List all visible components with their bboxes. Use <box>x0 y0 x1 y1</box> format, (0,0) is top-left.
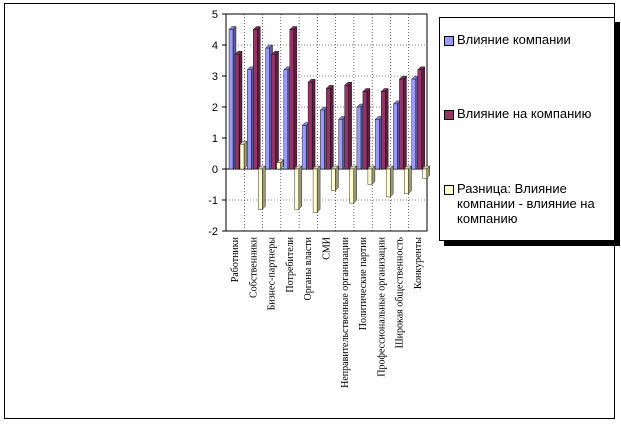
bar <box>356 106 362 170</box>
legend-item-series-2: Влияние на компанию <box>444 106 612 121</box>
y-tick-label: 2 <box>212 102 218 114</box>
bar-side <box>311 78 316 170</box>
bar <box>362 91 368 170</box>
bar <box>417 69 422 170</box>
bar-side <box>262 165 266 210</box>
y-tick-label: -2 <box>208 226 218 238</box>
bar <box>289 29 295 170</box>
bar-side <box>403 75 407 170</box>
chart-plot: -2 -1 0 1 2 3 4 5 Работники Собственники Бизнес-па… <box>208 9 431 388</box>
bar <box>247 69 252 170</box>
bar-side <box>421 66 425 170</box>
bar-side <box>389 165 394 198</box>
bar-side <box>384 88 389 170</box>
bar <box>265 47 270 170</box>
legend-item-series-1: Влияние компании <box>444 32 612 47</box>
bar <box>344 85 349 170</box>
x-tick-label: СМИ <box>322 237 333 260</box>
bar <box>331 168 336 191</box>
x-tick-label: Политические партии <box>358 236 369 330</box>
bar <box>374 119 380 170</box>
bar <box>294 168 300 210</box>
legend-swatch-series-2 <box>444 110 454 120</box>
bar-side <box>316 165 321 213</box>
x-tick-label: Неправительственные организации <box>340 236 351 387</box>
x-tick-label: Органы власти <box>303 236 314 300</box>
legend-label-series-2: Влияние на компанию <box>457 106 592 121</box>
bar-side <box>275 50 279 170</box>
bar <box>338 119 343 170</box>
bar <box>422 168 427 179</box>
x-tick-label: Профессиональные организации <box>376 236 387 376</box>
x-tick-label: Собственники <box>248 236 259 298</box>
y-tick-label: 4 <box>212 40 218 52</box>
legend-label-series-1: Влияние компании <box>457 32 571 47</box>
bar <box>253 29 258 170</box>
bar-side <box>293 26 298 170</box>
legend-label-series-3: Разница: Влияние компании - влияние на к… <box>457 181 595 226</box>
bar <box>258 168 263 210</box>
legend-item-series-3: Разница: Влияние компании - влияние на к… <box>444 181 612 226</box>
bar <box>307 81 313 170</box>
x-tick-label: Работники <box>230 236 241 282</box>
y-tick-label: 1 <box>212 133 218 145</box>
y-tick-label: 0 <box>212 164 218 176</box>
bar <box>312 168 318 213</box>
bar <box>271 54 276 170</box>
bar <box>367 168 373 185</box>
bar <box>399 78 404 170</box>
bar <box>239 143 245 170</box>
bar <box>393 103 398 170</box>
bar <box>301 125 307 170</box>
bar <box>385 168 391 198</box>
bar <box>283 69 289 170</box>
bar <box>320 109 325 170</box>
legend-swatch-series-1 <box>444 36 454 46</box>
legend: Влияние компании Влияние на компанию Раз… <box>439 17 620 246</box>
bar <box>380 91 386 170</box>
y-tick-label: 3 <box>212 71 218 83</box>
bar <box>326 88 331 170</box>
bar <box>228 29 234 170</box>
bar-side <box>366 88 371 170</box>
chart-frame: -2 -1 0 1 2 3 4 5 Работники Собственники Бизнес-па… <box>4 3 620 419</box>
y-tick-label: 5 <box>212 9 218 21</box>
bar-side <box>257 26 261 170</box>
bar-side <box>348 81 352 170</box>
bar-side <box>353 165 357 204</box>
bar-side <box>330 84 334 170</box>
bar <box>349 168 354 204</box>
bar-side <box>335 165 339 192</box>
bar <box>404 168 409 194</box>
legend-swatch-series-3 <box>444 185 454 195</box>
legend-box: Влияние компании Влияние на компанию Раз… <box>439 17 615 241</box>
y-tick-label: -1 <box>208 195 218 207</box>
x-tick-label: Бизнес-партнеры <box>267 237 278 311</box>
x-tick-label: Потребители <box>285 236 296 292</box>
x-tick-label: Конкуренты <box>413 237 424 289</box>
bar-side <box>298 165 303 210</box>
x-tick-label: Широкая общественность <box>395 237 406 349</box>
bar <box>411 78 416 170</box>
bar-side <box>243 140 248 170</box>
bar <box>234 54 240 170</box>
bar-side <box>408 165 412 195</box>
bar <box>276 162 281 170</box>
